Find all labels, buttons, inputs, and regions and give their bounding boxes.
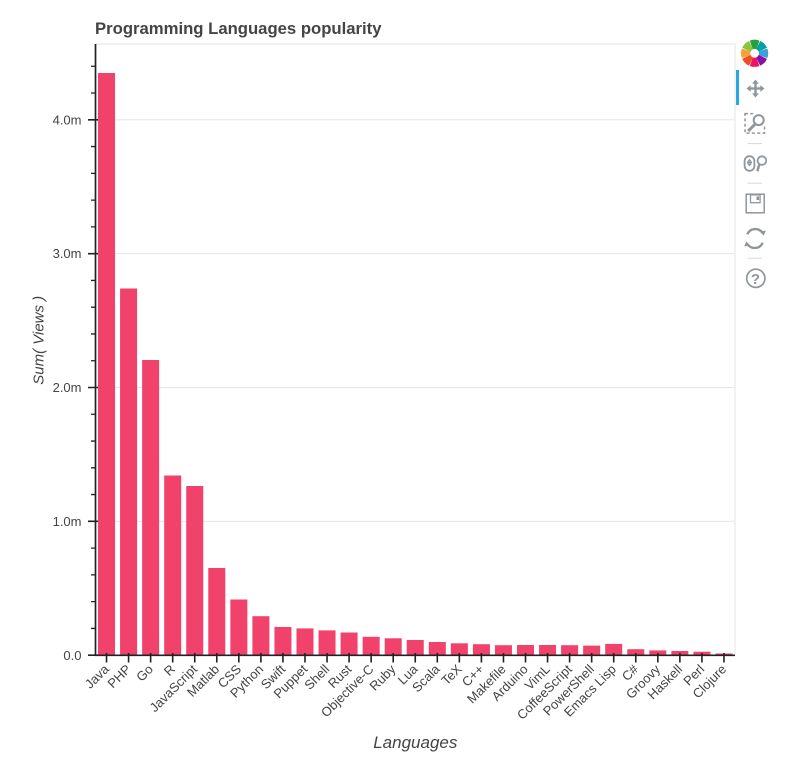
svg-text:0.0: 0.0 xyxy=(63,648,81,663)
svg-text:Sum( Views ): Sum( Views ) xyxy=(30,296,47,385)
svg-text:4.0m: 4.0m xyxy=(53,112,82,127)
svg-text:?: ? xyxy=(751,271,760,288)
svg-text:3.0m: 3.0m xyxy=(53,246,82,261)
svg-text:Languages: Languages xyxy=(373,733,458,752)
svg-text:1.0m: 1.0m xyxy=(53,514,82,529)
svg-text:Programming Languages populari: Programming Languages popularity xyxy=(95,19,382,38)
svg-text:2.0m: 2.0m xyxy=(53,380,82,395)
